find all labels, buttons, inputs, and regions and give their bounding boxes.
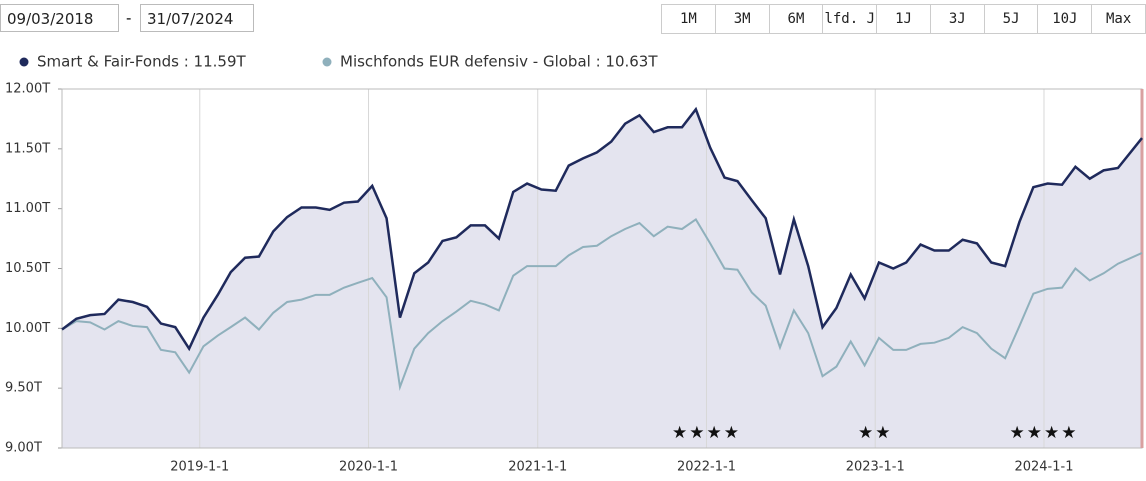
- range-button[interactable]: 3M: [714, 4, 770, 34]
- range-button[interactable]: 1M: [661, 4, 716, 34]
- y-tick-label: 12.00T: [5, 82, 50, 97]
- x-tick-label: 2019-1-1: [170, 460, 229, 475]
- range-button[interactable]: lfd. J: [822, 4, 878, 34]
- range-button[interactable]: 5J: [983, 4, 1039, 34]
- line: [61, 106, 1143, 352]
- x-tick-label: 2022-1-1: [677, 460, 736, 475]
- range-button[interactable]: 1J: [876, 4, 931, 34]
- x-tick-label: 2021-1-1: [508, 460, 567, 475]
- legend-marker: [322, 57, 332, 67]
- date-to[interactable]: 31/07/2024: [140, 4, 254, 32]
- y-tick-label: 11.50T: [5, 141, 50, 156]
- area: [62, 109, 1142, 449]
- range-buttons: 1M 3M 6M lfd. J 1J 3J 5J 10J Max: [661, 4, 1146, 34]
- rating-stars: ★★★★: [1010, 423, 1079, 443]
- y-tick-label: 11.00T: [5, 201, 50, 216]
- rating-stars: ★★★★: [672, 423, 741, 443]
- y-tick-label: 9.00T: [5, 441, 42, 456]
- y-tick-label: 10.50T: [5, 261, 50, 276]
- range-button[interactable]: 6M: [768, 4, 824, 34]
- rating-stars: ★★: [858, 423, 892, 443]
- legend-label: Smart & Fair-Fonds : 11.59T: [37, 53, 246, 71]
- y-tick-label: 10.00T: [5, 321, 50, 336]
- y-tick-label: 9.50T: [5, 381, 42, 396]
- range-button[interactable]: 3J: [929, 4, 985, 34]
- range-button[interactable]: Max: [1091, 4, 1146, 34]
- range-button[interactable]: 10J: [1037, 4, 1093, 34]
- legend-label: Mischfonds EUR defensiv - Global : 10.63…: [340, 53, 658, 71]
- legend-marker: [19, 57, 29, 67]
- x-tick-label: 2024-1-1: [1014, 460, 1073, 475]
- date-from[interactable]: 09/03/2018: [0, 4, 119, 32]
- line: [61, 218, 1143, 391]
- date-separator: -: [126, 9, 132, 27]
- x-tick-label: 2023-1-1: [846, 460, 905, 475]
- x-tick-label: 2020-1-1: [339, 460, 398, 475]
- chart: Smart & Fair-Fonds : 11.59T Mischfonds EU…: [5, 53, 1144, 475]
